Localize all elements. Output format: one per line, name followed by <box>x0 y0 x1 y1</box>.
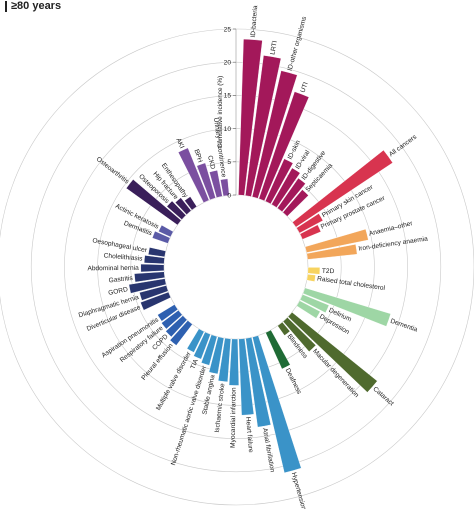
bar-label: Raised total cholesterol <box>317 275 386 292</box>
chart-bar <box>292 149 393 228</box>
bar-label: Ischaemic stroke <box>214 383 227 433</box>
chart-bar <box>161 309 183 330</box>
chart-bar <box>165 315 188 338</box>
chart-bar <box>304 228 369 253</box>
bar-label: Iron-deficiency anaemia <box>358 235 429 252</box>
chart-bar <box>306 274 316 282</box>
chart-bar <box>258 91 310 202</box>
bar-label: AKI <box>174 137 185 150</box>
chart-bar <box>296 213 324 234</box>
chart-bar <box>209 169 223 198</box>
bar-label: Heart failure <box>244 417 254 454</box>
chart-bar <box>287 311 378 393</box>
bar-label: ID-bacteria <box>250 5 259 38</box>
y-tick-label: 20 <box>224 60 232 67</box>
gridline-circle <box>0 28 474 506</box>
y-axis-label: Cumulative incidence (%) <box>217 76 224 148</box>
chart-bar <box>143 255 165 265</box>
chart-bar <box>128 278 167 294</box>
bar-label: Deafness <box>284 367 303 396</box>
chart-bar <box>152 230 171 244</box>
chart-bar <box>169 320 193 346</box>
bar-label: UTI <box>299 81 309 94</box>
chart-yticks: 0 5 10 15 20 25 Cumulative incidence (%) <box>217 26 236 199</box>
chart-bar <box>245 337 272 428</box>
chart-bar <box>277 321 291 336</box>
chart-bar <box>277 177 306 212</box>
chart-bar <box>134 271 166 283</box>
chart-bar <box>184 196 198 211</box>
bar-label: GORD <box>108 286 129 297</box>
y-tick-label: 25 <box>224 26 232 33</box>
chart-bar <box>282 189 309 217</box>
bar-label: Myocardial infarction <box>230 387 238 448</box>
chart-bar <box>282 317 317 352</box>
chart-bar <box>193 331 211 360</box>
bar-label: LRTI <box>269 40 278 55</box>
bar-label: Osteoarthritis <box>95 156 131 186</box>
chart-bar <box>302 287 391 327</box>
chart-bar <box>271 167 301 208</box>
chart-bar <box>196 162 216 201</box>
chart-bar <box>220 178 230 197</box>
chart-bar <box>186 328 205 353</box>
chart-bar <box>125 179 182 226</box>
y-tick-label: 5 <box>227 159 231 166</box>
y-tick-label: 10 <box>224 126 232 133</box>
chart-bar <box>217 337 232 383</box>
bar-label: Anaemia–other <box>368 220 414 238</box>
bar-label: Abdominal hernia <box>87 265 139 273</box>
chart-bar <box>166 200 187 220</box>
chart-bar <box>148 247 167 258</box>
chart-bar <box>140 291 172 311</box>
chart-bar <box>299 294 330 314</box>
chart-bar <box>140 263 165 273</box>
bar-label: Oesophageal ulcer <box>92 237 148 254</box>
chart-bar <box>251 70 298 199</box>
chart-gridlines <box>0 28 474 506</box>
chart-bar <box>296 300 321 319</box>
bar-label: Hypertension <box>290 472 307 509</box>
chart-bar <box>252 335 302 474</box>
chart-title: ≥80 years <box>5 0 61 12</box>
bar-label: T2D <box>322 268 335 276</box>
gridline-circle <box>163 194 309 340</box>
bar-label: All cancers <box>388 133 419 158</box>
bar-label: ID-other organisms <box>287 15 309 72</box>
chart-bar <box>245 55 282 197</box>
title-bar-icon <box>5 0 7 12</box>
chart-bar <box>307 267 321 275</box>
chart-bar <box>157 304 179 322</box>
bar-label: Dementia <box>389 318 418 334</box>
bar-label: CKD <box>206 155 216 170</box>
chart-bars <box>125 38 393 474</box>
chart-bar <box>265 158 294 205</box>
chart-bar <box>139 285 169 301</box>
chart-bar <box>200 334 218 366</box>
chart-bar <box>158 224 174 238</box>
y-tick-label: 15 <box>224 93 232 100</box>
bar-label: Cholelithiasis <box>103 252 143 262</box>
chart-bar <box>228 338 240 386</box>
chart-bar <box>208 336 225 375</box>
chart-bar <box>174 197 192 215</box>
bar-label: BPH <box>192 149 203 164</box>
chart-bar <box>306 244 358 260</box>
y-tick-label: 0 <box>227 192 231 199</box>
bar-label: TIA <box>190 358 201 371</box>
chart-bar <box>238 38 263 196</box>
chart-bar <box>299 224 322 240</box>
chart-title-text: ≥80 years <box>11 0 62 12</box>
bar-label: Gastritis <box>108 275 133 285</box>
chart-bar <box>238 338 255 416</box>
bar-label: Cataract <box>371 386 394 408</box>
chart-bar <box>265 329 291 370</box>
chart-bar <box>177 147 210 203</box>
